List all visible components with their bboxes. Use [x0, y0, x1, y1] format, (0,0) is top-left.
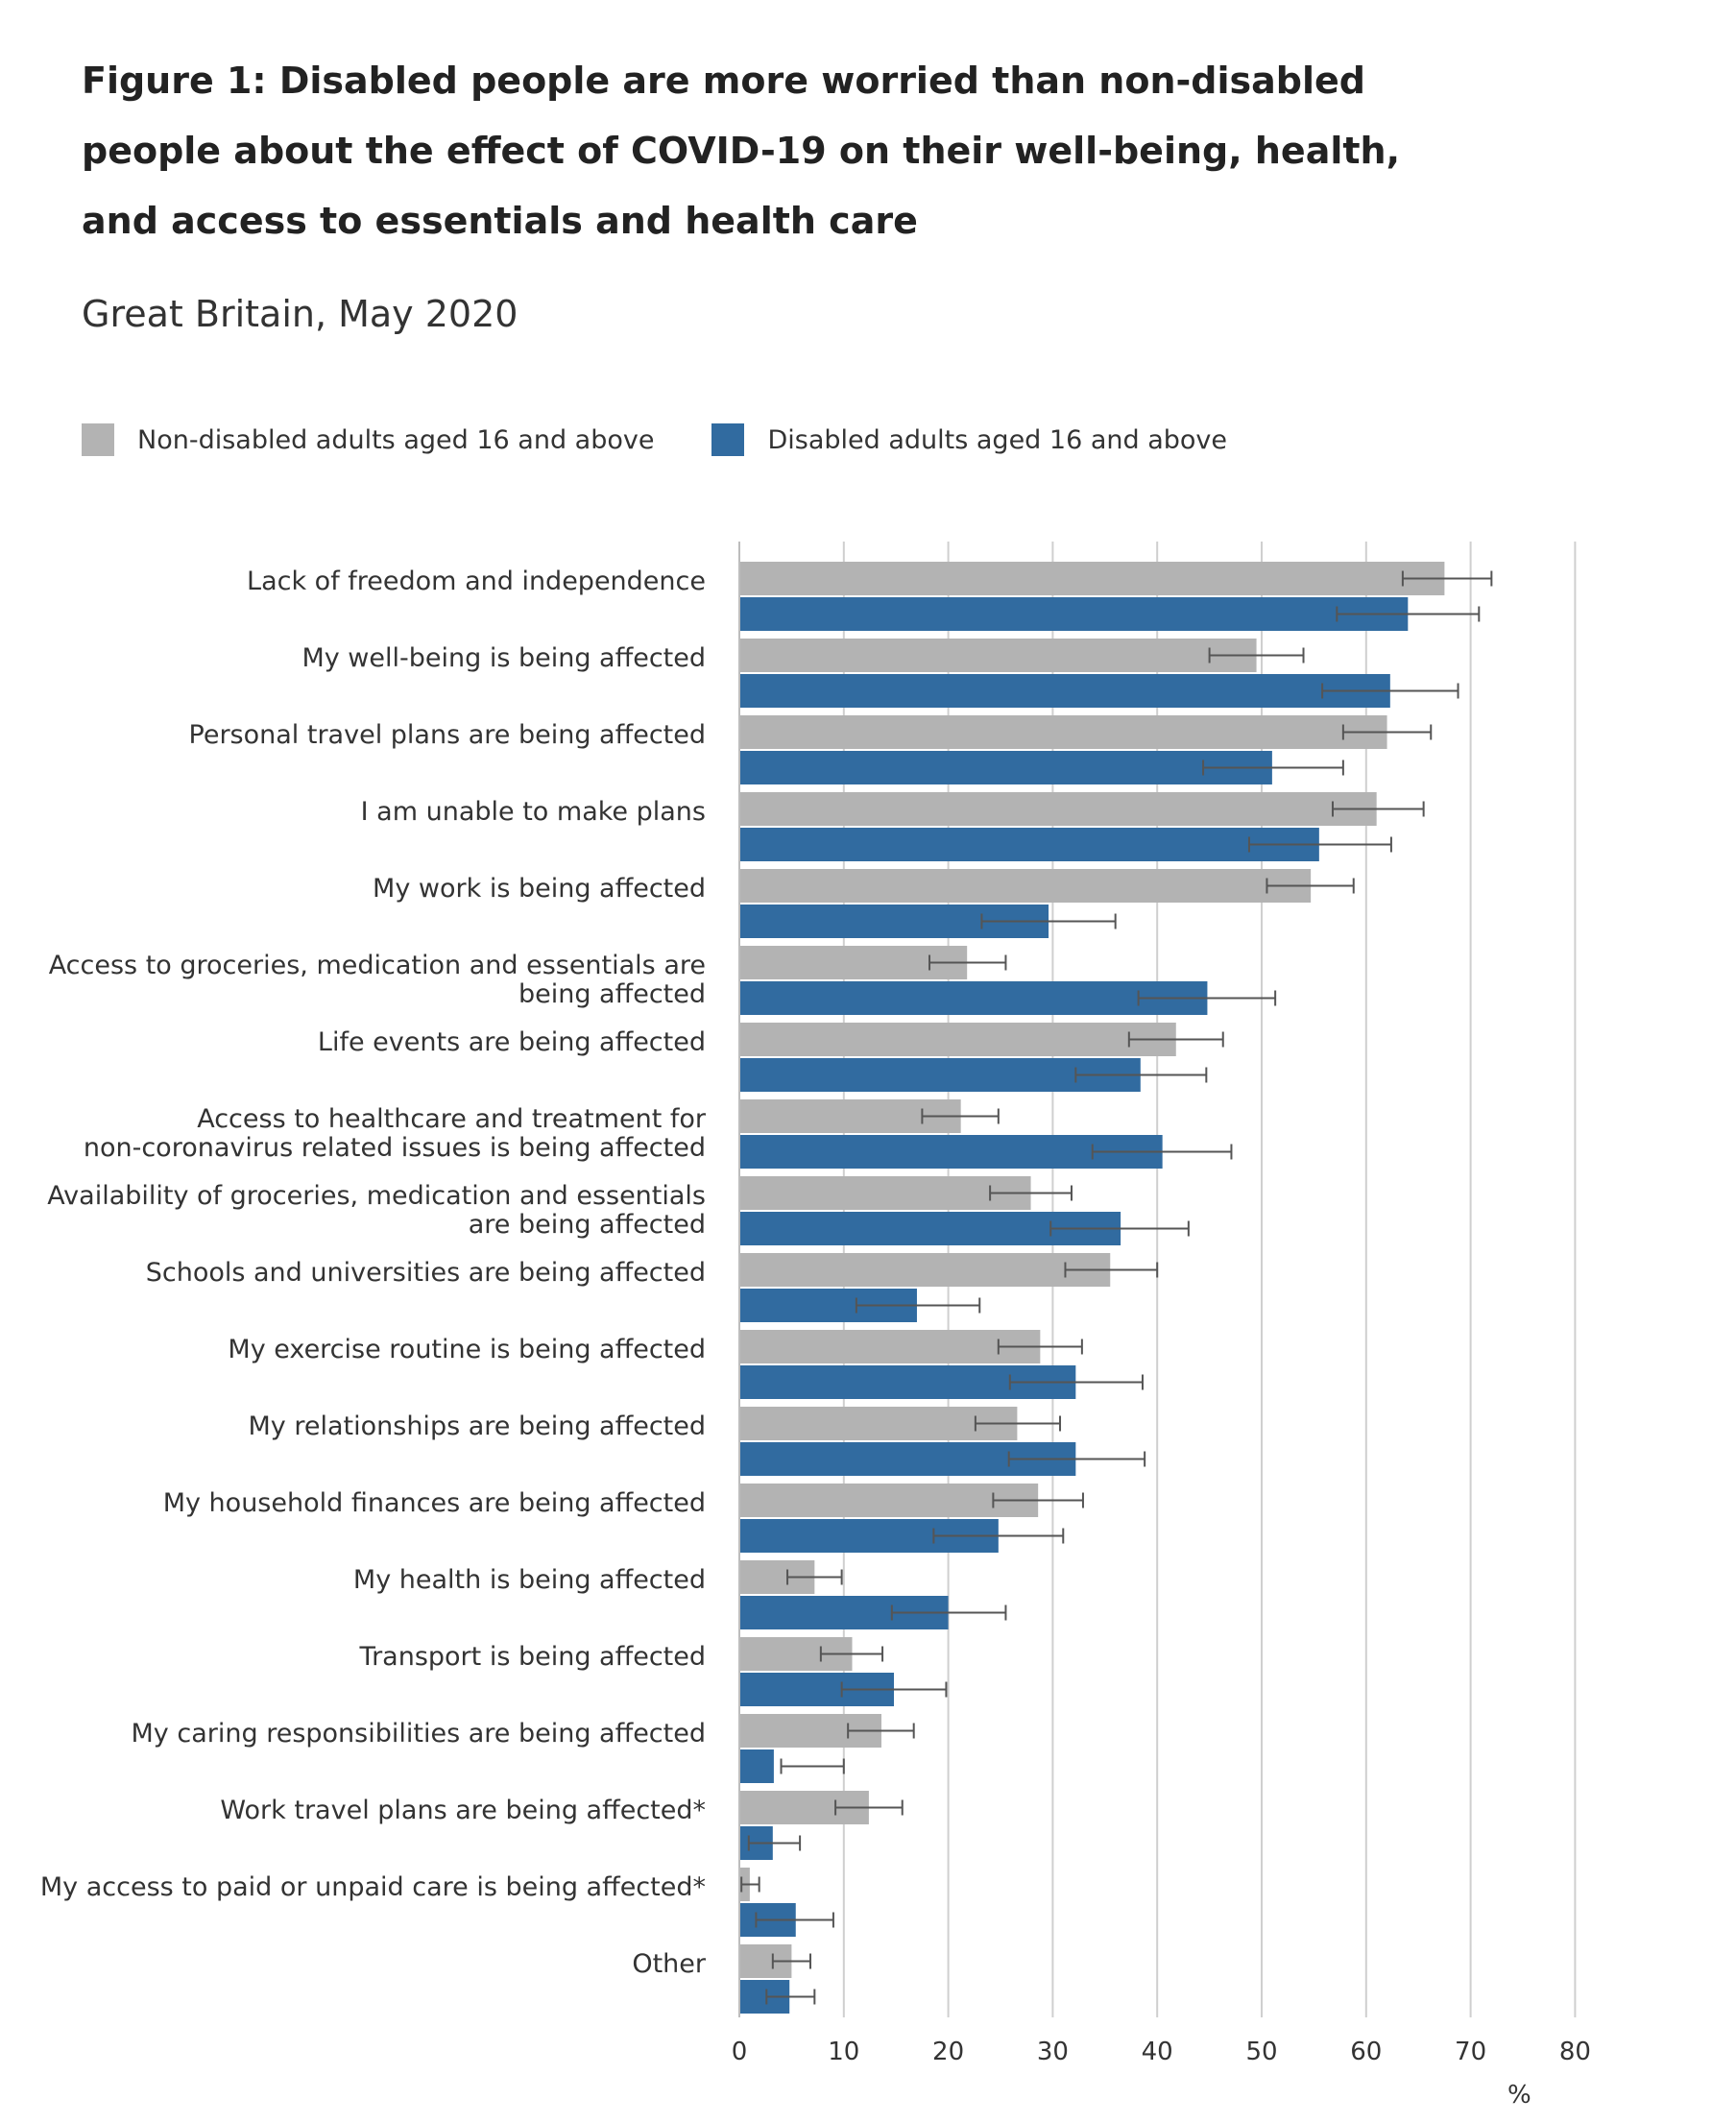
error-bar-disabled-17: [755, 1912, 834, 1928]
chart-title: Figure 1: Disabled people are more worri…: [82, 60, 1401, 242]
legend-swatch-non-disabled: [82, 423, 114, 456]
error-bar-disabled-1: [1321, 683, 1459, 699]
x-tick-label-40: 40: [1142, 2038, 1173, 2066]
category-label-14: Transport is being affected: [359, 1642, 706, 1672]
category-label-4: My work is being affected: [373, 874, 706, 904]
error-bar-disabled-2: [1202, 760, 1344, 776]
bar-non-disabled-11: [739, 1407, 1018, 1440]
bar-non-disabled-12: [739, 1484, 1039, 1517]
error-bar-disabled-6: [1074, 1067, 1208, 1083]
error-bar-non-disabled-0: [1401, 570, 1493, 587]
bar-disabled-2: [739, 751, 1272, 784]
category-label-17: My access to paid or unpaid care is bein…: [40, 1872, 706, 1902]
error-bar-non-disabled-14: [819, 1646, 884, 1662]
x-tick-label-0: 0: [732, 2038, 748, 2066]
x-tick-label-70: 70: [1455, 2038, 1486, 2066]
error-bar-non-disabled-13: [786, 1569, 843, 1585]
error-bar-non-disabled-16: [834, 1799, 904, 1816]
error-bar-non-disabled-17: [740, 1876, 760, 1893]
legend-item-non-disabled[interactable]: Non-disabled adults aged 16 and above: [82, 423, 654, 456]
error-bar-non-disabled-3: [1331, 801, 1425, 817]
error-bar-non-disabled-10: [997, 1339, 1083, 1355]
category-label-12: My household finances are being affected: [163, 1488, 706, 1518]
category-label-3: I am unable to make plans: [361, 797, 706, 827]
legend-label-non-disabled: Non-disabled adults aged 16 and above: [137, 424, 655, 455]
x-tick-label-30: 30: [1037, 2038, 1069, 2066]
error-bar-non-disabled-1: [1208, 647, 1305, 663]
category-label-6: Life events are being affected: [318, 1027, 706, 1057]
error-bar-non-disabled-7: [921, 1108, 1000, 1124]
category-label-2: Personal travel plans are being affected: [189, 720, 706, 750]
error-bar-disabled-11: [1007, 1451, 1146, 1467]
category-label-8: Availability of groceries, medication an…: [47, 1181, 706, 1240]
error-bar-non-disabled-8: [989, 1185, 1073, 1201]
bar-non-disabled-10: [739, 1330, 1041, 1363]
x-tick-label-10: 10: [828, 2038, 859, 2066]
error-bar-disabled-10: [1008, 1374, 1144, 1390]
bar-non-disabled-4: [739, 869, 1312, 903]
error-bar-disabled-0: [1336, 606, 1481, 622]
error-bar-non-disabled-5: [928, 954, 1007, 971]
error-bar-disabled-12: [932, 1528, 1065, 1544]
category-label-7: Access to healthcare and treatment for no…: [84, 1104, 707, 1163]
error-bar-disabled-16: [747, 1835, 802, 1851]
category-label-10: My exercise routine is being affected: [228, 1335, 706, 1364]
legend: Non-disabled adults aged 16 and above Di…: [82, 421, 1285, 459]
error-bar-disabled-3: [1247, 836, 1392, 853]
error-bar-non-disabled-9: [1064, 1262, 1159, 1278]
category-label-18: Other: [632, 1949, 707, 1979]
error-bar-disabled-7: [1091, 1144, 1233, 1160]
error-bar-non-disabled-11: [974, 1415, 1062, 1432]
bar-non-disabled-8: [739, 1176, 1031, 1210]
error-bar-disabled-13: [890, 1604, 1007, 1621]
bar-non-disabled-0: [739, 562, 1445, 595]
category-label-1: My well-being is being affected: [301, 643, 706, 673]
x-tick-label-20: 20: [932, 2038, 964, 2066]
category-label-11: My relationships are being affected: [249, 1411, 706, 1441]
category-label-13: My health is being affected: [353, 1565, 706, 1595]
bar-disabled-0: [739, 597, 1409, 631]
bar-non-disabled-2: [739, 715, 1387, 749]
bar-non-disabled-3: [739, 792, 1377, 826]
category-label-5: Access to groceries, medication and esse…: [49, 951, 706, 1009]
legend-swatch-disabled: [711, 423, 745, 456]
x-tick-label-60: 60: [1350, 2038, 1382, 2066]
error-bar-disabled-14: [840, 1681, 948, 1698]
category-label-15: My caring responsibilities are being aff…: [132, 1719, 706, 1749]
chart-subtitle: Great Britain, May 2020: [82, 293, 518, 335]
error-bar-disabled-8: [1049, 1220, 1190, 1237]
error-bar-disabled-18: [765, 1989, 816, 2005]
error-bar-non-disabled-12: [992, 1492, 1084, 1508]
x-tick-label-50: 50: [1245, 2038, 1277, 2066]
bar-non-disabled-6: [739, 1023, 1176, 1056]
error-bar-disabled-5: [1137, 990, 1277, 1006]
category-label-9: Schools and universities are being affec…: [146, 1258, 706, 1288]
bar-disabled-1: [739, 674, 1390, 708]
x-tick-label-80: 80: [1559, 2038, 1591, 2066]
category-label-0: Lack of freedom and independence: [247, 567, 706, 596]
bar-disabled-3: [739, 828, 1319, 861]
bar-disabled-15: [739, 1749, 774, 1783]
error-bar-non-disabled-2: [1341, 724, 1433, 740]
error-bar-non-disabled-4: [1266, 878, 1355, 894]
error-bar-non-disabled-6: [1127, 1031, 1224, 1048]
bar-non-disabled-1: [739, 639, 1257, 672]
error-bar-disabled-15: [780, 1758, 845, 1774]
error-bar-non-disabled-15: [847, 1723, 915, 1739]
error-bar-disabled-9: [855, 1297, 981, 1314]
error-bar-disabled-4: [980, 913, 1117, 929]
legend-item-disabled[interactable]: Disabled adults aged 16 and above: [711, 423, 1227, 456]
x-axis-unit-label: %: [1507, 2081, 1531, 2110]
bar-non-disabled-9: [739, 1253, 1111, 1287]
bar-disabled-6: [739, 1058, 1141, 1092]
error-bar-non-disabled-18: [771, 1953, 811, 1969]
bar-disabled-5: [739, 981, 1208, 1015]
legend-label-disabled: Disabled adults aged 16 and above: [767, 424, 1228, 455]
category-label-16: Work travel plans are being affected*: [220, 1796, 706, 1825]
